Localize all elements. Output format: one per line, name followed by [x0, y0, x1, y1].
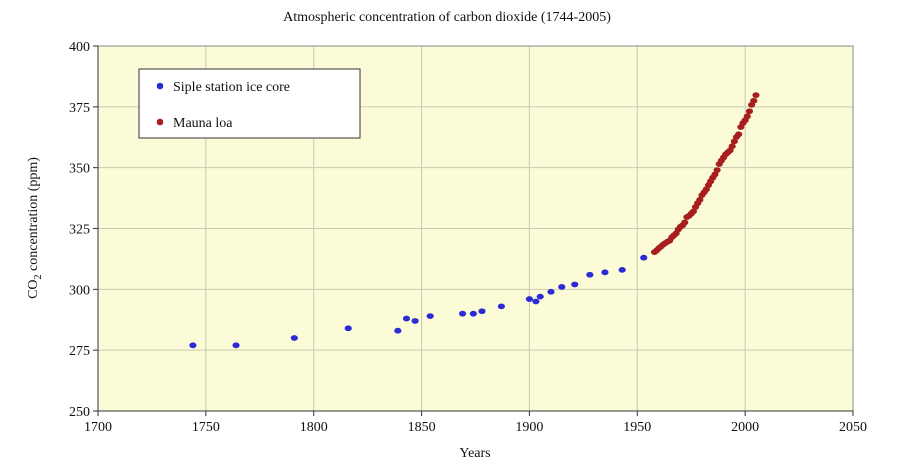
data-point — [586, 271, 594, 278]
data-point — [411, 318, 419, 324]
series-mauna-loa — [650, 92, 760, 256]
x-tick-label: 1750 — [192, 420, 220, 435]
axes — [93, 45, 854, 416]
y-tick-label: 250 — [69, 405, 90, 420]
x-tick-label: 1700 — [84, 420, 112, 435]
y-tick-label: 400 — [69, 40, 90, 55]
data-point — [558, 284, 566, 290]
data-point — [394, 327, 402, 334]
data-point — [681, 219, 689, 226]
y-tick-labels: 250 275 300 325 350 375 400 — [69, 40, 90, 420]
legend-marker-siple — [156, 82, 164, 90]
y-tick-label: 300 — [69, 283, 90, 298]
data-points — [189, 92, 760, 349]
data-point — [547, 288, 555, 295]
data-point — [469, 310, 477, 317]
data-point — [640, 254, 648, 261]
data-point — [745, 108, 754, 115]
data-point — [601, 269, 609, 276]
x-tick-label: 2000 — [731, 420, 759, 435]
x-axis-label: Years — [459, 446, 490, 461]
x-tick-label: 1900 — [515, 420, 543, 435]
grid-lines — [98, 46, 853, 411]
y-axis-label: CO2 concentration (ppm) — [26, 157, 44, 299]
legend: Siple station ice core Mauna loa — [138, 68, 361, 139]
data-point — [426, 313, 434, 319]
data-point — [750, 97, 758, 104]
data-point — [478, 308, 486, 315]
data-point — [728, 143, 736, 150]
data-point — [497, 303, 505, 310]
data-point — [618, 266, 626, 273]
data-point — [402, 315, 411, 322]
legend-box — [138, 68, 361, 139]
data-point — [525, 296, 534, 302]
data-point — [458, 310, 467, 317]
y-tick-label: 350 — [69, 162, 90, 177]
legend-marker-mauna-loa — [156, 118, 164, 126]
y-tick-label: 275 — [69, 344, 90, 359]
x-tick-label: 1850 — [408, 420, 436, 435]
data-point — [735, 131, 743, 138]
chart-title: Atmospheric concentration of carbon diox… — [283, 10, 611, 25]
data-point — [344, 325, 352, 332]
y-tick-label: 375 — [69, 101, 90, 116]
data-point — [532, 298, 540, 305]
y-tick-label: 325 — [69, 223, 90, 238]
x-tick-label: 2050 — [839, 420, 867, 435]
x-tick-label: 1950 — [623, 420, 651, 435]
series-siple — [189, 254, 648, 349]
x-tick-label: 1800 — [300, 420, 328, 435]
data-point — [290, 335, 298, 341]
data-point — [730, 138, 738, 145]
data-point — [713, 167, 721, 174]
data-point — [743, 113, 751, 120]
data-point — [696, 196, 704, 203]
legend-label-mauna-loa: Mauna loa — [173, 116, 233, 131]
x-tick-labels: 1700 1750 1800 1850 1900 1950 2000 2050 — [84, 420, 867, 435]
data-point — [536, 293, 544, 300]
data-point — [752, 92, 760, 99]
legend-label-siple: Siple station ice core — [173, 80, 290, 95]
data-point — [232, 342, 240, 349]
data-point — [711, 171, 719, 178]
data-point — [689, 208, 697, 215]
data-point — [189, 342, 197, 349]
data-point — [571, 281, 579, 288]
